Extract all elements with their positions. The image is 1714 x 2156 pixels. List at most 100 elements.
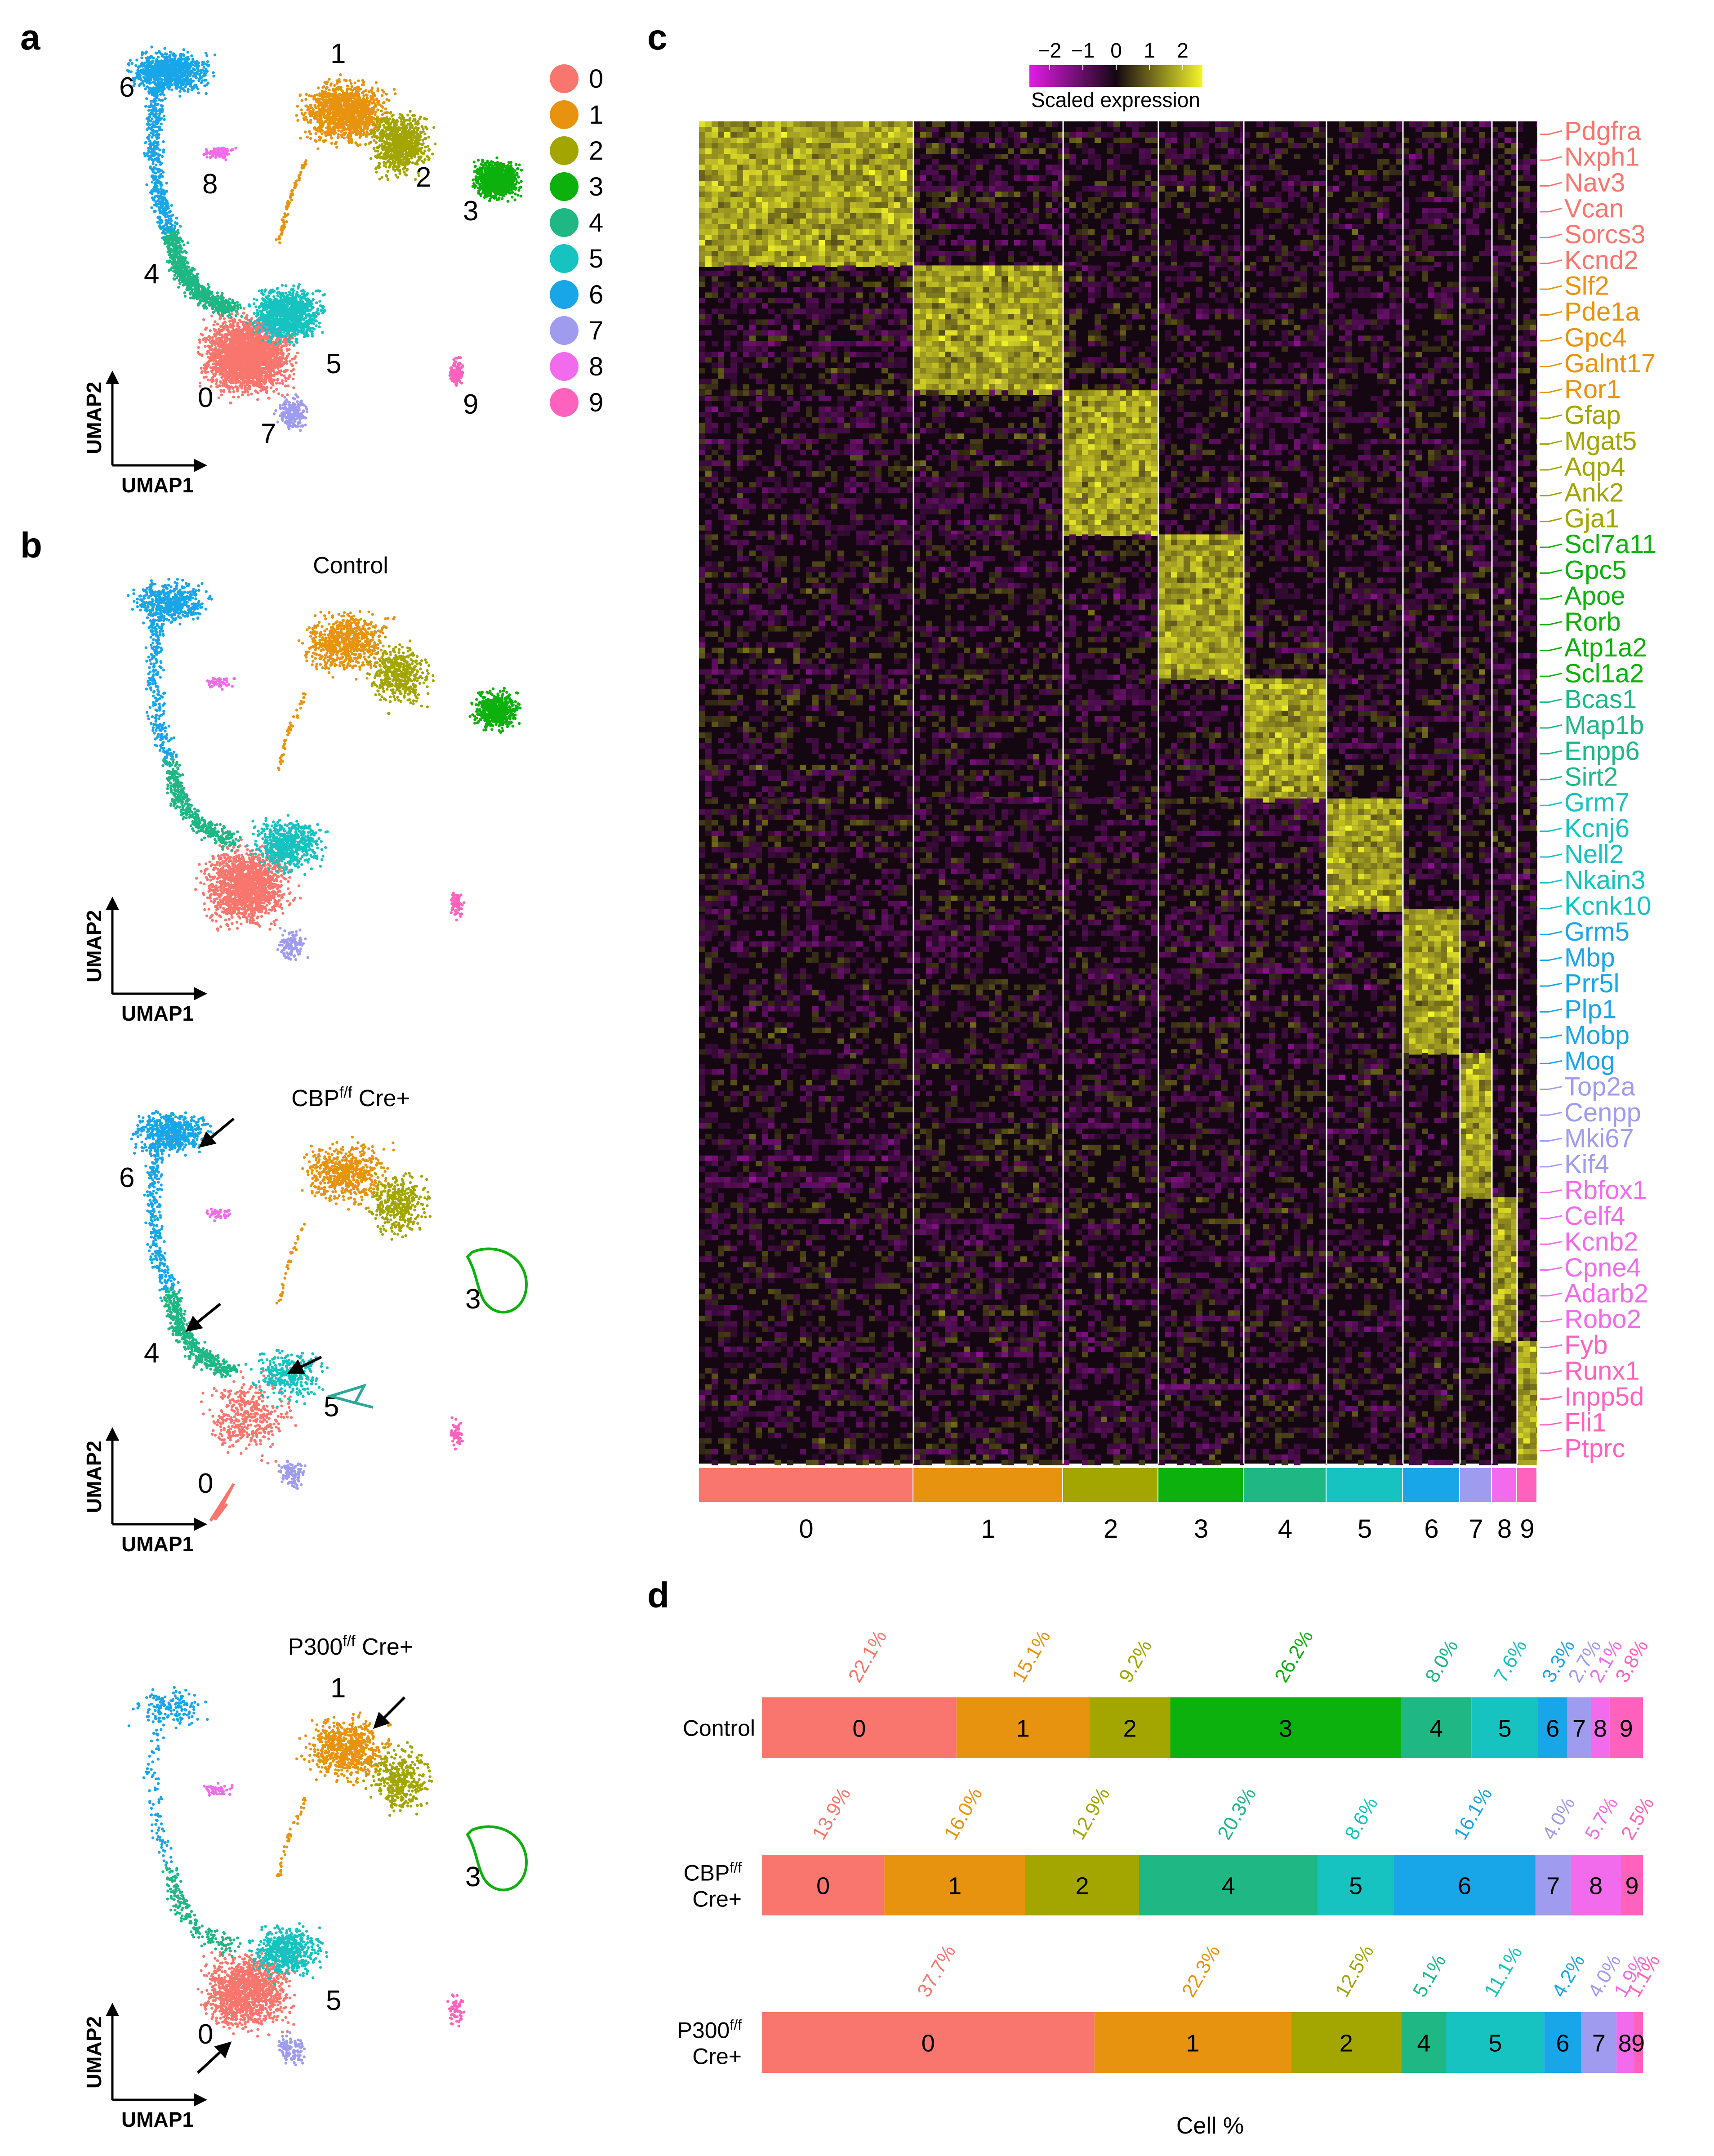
umap-point [381, 113, 384, 116]
umap-point [242, 342, 245, 345]
umap-point [372, 139, 376, 142]
umap-point [230, 319, 233, 322]
umap-point [282, 302, 285, 305]
umap-point [304, 98, 307, 101]
umap-point [284, 335, 288, 339]
umap-point [278, 381, 281, 385]
umap-point [248, 357, 251, 360]
umap-point [352, 100, 355, 103]
umap-point [209, 329, 212, 332]
umap-point [364, 127, 367, 130]
umap-point [262, 381, 265, 384]
umap-point [376, 108, 379, 112]
umap-point [270, 353, 273, 357]
umap-point [232, 387, 235, 390]
umap-point [248, 352, 251, 355]
umap-point [267, 299, 271, 303]
umap-point [245, 355, 249, 358]
umap-point [337, 129, 340, 132]
umap-point [239, 320, 242, 323]
umap-point [209, 366, 213, 370]
umap-point [268, 379, 271, 382]
umap-point [248, 336, 251, 339]
umap-point [303, 290, 306, 293]
umap-point [275, 382, 278, 385]
umap-point [312, 298, 315, 301]
umap-point [231, 359, 234, 362]
umap-point [316, 147, 320, 151]
umap-point [322, 92, 325, 95]
umap-point [348, 79, 352, 82]
umap-point [313, 94, 316, 97]
umap-point [242, 357, 245, 360]
umap-point [296, 293, 300, 297]
umap-point [276, 306, 279, 309]
umap-point [362, 94, 365, 98]
umap-point [237, 395, 240, 399]
umap-point [321, 294, 325, 297]
umap-point [284, 341, 287, 344]
umap-point [273, 323, 276, 326]
umap-point [208, 360, 211, 363]
umap-point [339, 134, 343, 137]
umap-point [364, 89, 367, 93]
umap-point [307, 334, 310, 337]
umap-point [294, 410, 297, 413]
umap-point [274, 317, 277, 321]
umap-point [239, 381, 242, 384]
umap-point [280, 346, 283, 349]
umap-point [349, 82, 353, 85]
umap-point [343, 78, 346, 82]
umap-point [202, 318, 205, 321]
umap-point [339, 103, 343, 106]
umap-point [313, 103, 316, 107]
umap-point [270, 323, 273, 326]
umap-point [220, 393, 223, 397]
umap-point [197, 346, 200, 349]
umap-point [299, 137, 302, 140]
umap-point [274, 409, 277, 412]
umap-point [381, 89, 384, 92]
umap-point [216, 366, 220, 370]
umap-point [254, 357, 257, 360]
umap-point [266, 328, 269, 331]
umap-point [262, 299, 265, 302]
umap-point [280, 298, 283, 301]
umap-point [249, 375, 252, 378]
umap-point [269, 373, 272, 376]
umap-point [234, 363, 237, 366]
umap-point [263, 328, 267, 331]
umap-point [261, 388, 264, 392]
umap-point [316, 97, 320, 101]
umap-point [241, 362, 244, 365]
umap-point [236, 380, 240, 384]
umap-point [217, 396, 221, 399]
umap-point [316, 308, 320, 312]
umap-point [325, 102, 329, 105]
umap-point [302, 114, 305, 117]
umap-point [288, 343, 291, 346]
umap-point [302, 326, 305, 330]
umap-point [289, 420, 292, 424]
umap-point [270, 319, 273, 322]
umap-point [283, 295, 286, 299]
umap-point [226, 328, 229, 331]
umap-point [216, 353, 219, 356]
umap-point [315, 111, 318, 114]
umap-point [276, 287, 279, 290]
umap-point [292, 368, 295, 371]
umap-point [314, 132, 317, 135]
umap-point [247, 386, 250, 390]
umap-point [286, 410, 289, 413]
umap-point [306, 108, 309, 112]
umap-point [224, 354, 227, 357]
umap-point [269, 309, 272, 312]
umap-point [383, 101, 386, 104]
umap-point [311, 317, 314, 321]
umap-point [244, 385, 247, 388]
umap-point [299, 424, 303, 428]
umap-point [214, 360, 218, 363]
umap-point [319, 112, 322, 116]
umap-point [215, 378, 218, 381]
umap-point [253, 312, 256, 315]
